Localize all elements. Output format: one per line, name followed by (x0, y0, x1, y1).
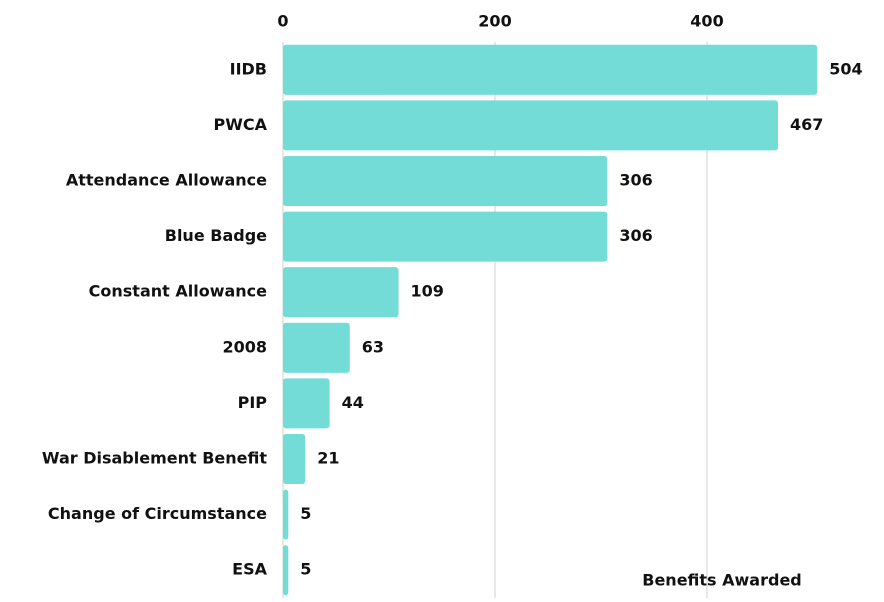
value-label: 467 (790, 115, 823, 134)
axis-label: Benefits Awarded (642, 571, 802, 590)
bar (283, 545, 289, 596)
x-tick-label: 200 (478, 12, 511, 31)
value-label: 63 (362, 337, 384, 356)
value-label: 306 (619, 226, 652, 245)
bar (283, 44, 818, 95)
y-tick-label: Attendance Allowance (66, 171, 267, 190)
bar (283, 267, 399, 318)
bar (283, 100, 779, 151)
y-tick-label: Constant Allowance (89, 282, 268, 301)
value-label: 44 (342, 393, 364, 412)
value-label: 306 (619, 171, 652, 190)
bar (283, 378, 330, 429)
value-label: 5 (300, 560, 311, 579)
bar (283, 489, 289, 540)
y-tick-label: IIDB (230, 59, 267, 78)
value-label: 5 (300, 504, 311, 523)
y-tick-label: PWCA (214, 115, 268, 134)
value-label: 109 (411, 282, 444, 301)
value-label: 504 (829, 59, 862, 78)
y-tick-label: Change of Circumstance (48, 504, 267, 523)
bar (283, 433, 306, 485)
x-tick-label: 0 (277, 12, 288, 31)
y-tick-label: Blue Badge (165, 226, 267, 245)
y-tick-label: ESA (232, 560, 267, 579)
bar (283, 322, 350, 373)
x-tick-label: 400 (690, 12, 723, 31)
value-label: 21 (317, 449, 339, 468)
bar (283, 211, 608, 262)
bar (283, 155, 608, 207)
y-tick-label: War Disablement Benefit (42, 449, 267, 468)
y-tick-label: 2008 (222, 337, 267, 356)
y-tick-label: PIP (238, 393, 268, 412)
